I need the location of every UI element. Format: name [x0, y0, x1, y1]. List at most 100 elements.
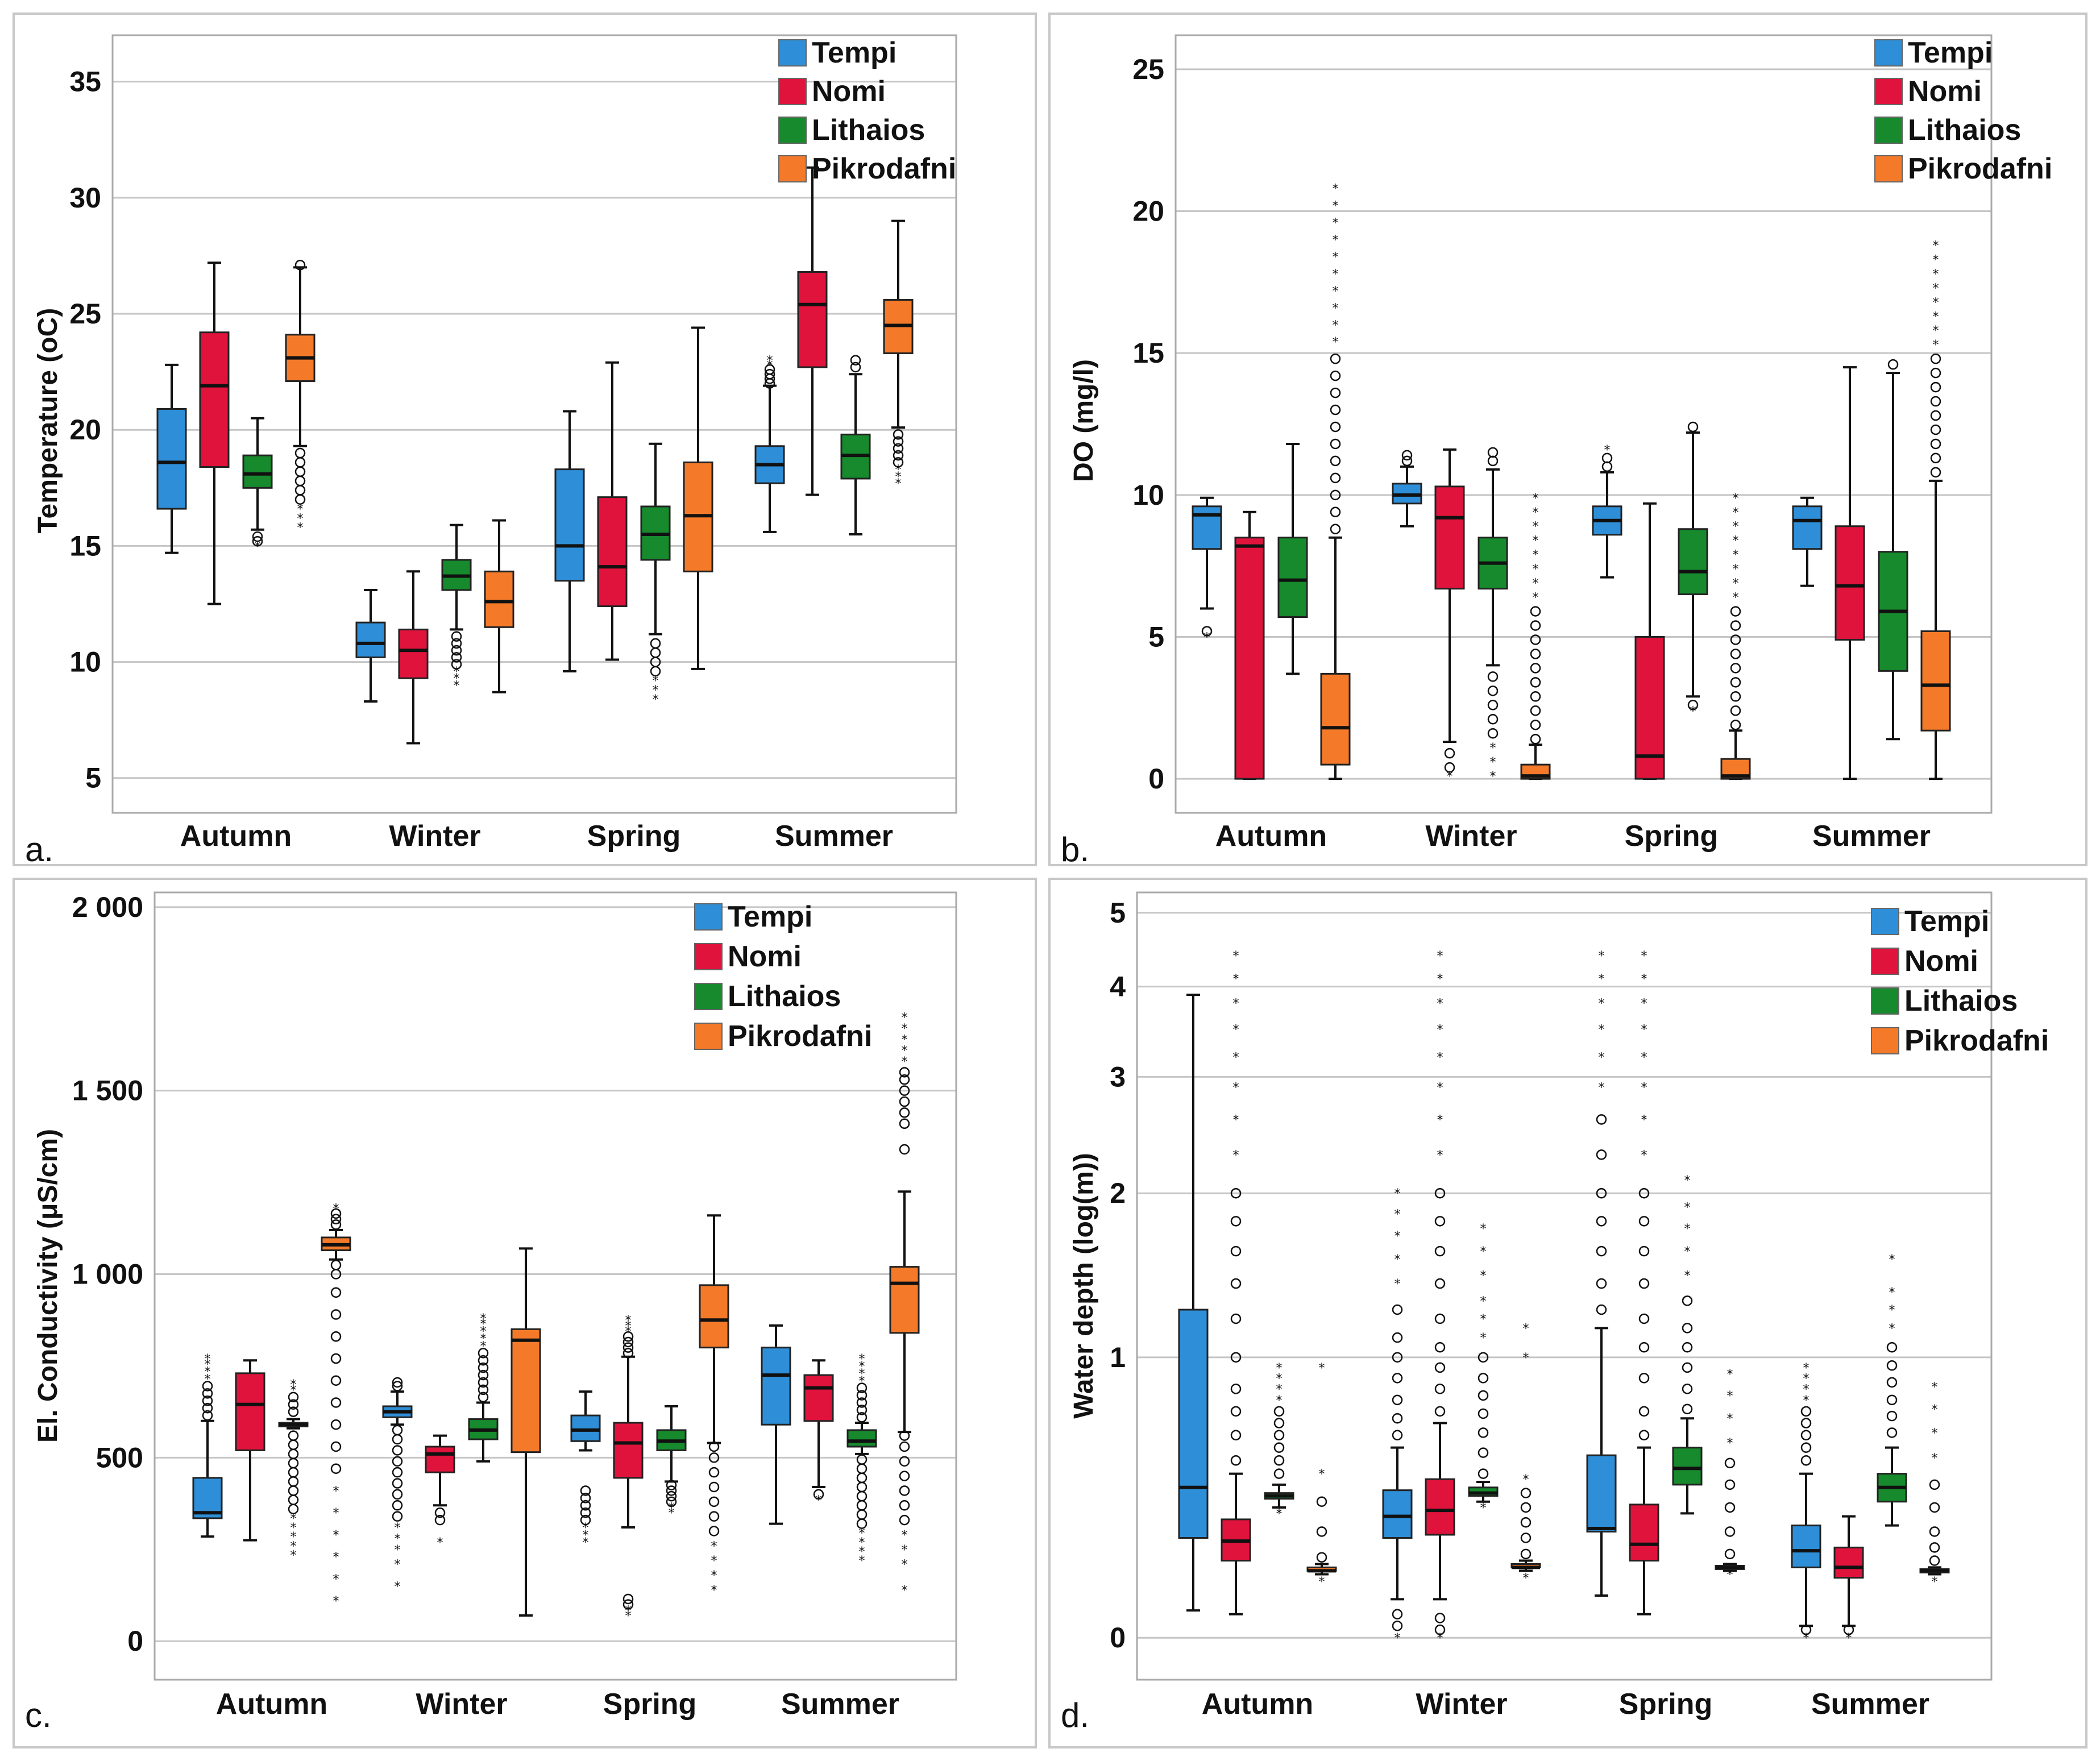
outlier-extreme: * [333, 1529, 339, 1543]
outlier-extreme: * [1599, 1081, 1605, 1095]
x-category-label: Spring [1625, 820, 1719, 853]
outlier-extreme: * [454, 665, 460, 679]
x-category-label: Spring [1619, 1688, 1713, 1721]
outlier-point [1434, 1278, 1446, 1289]
legend-swatch [778, 39, 807, 67]
outlier-point [1487, 447, 1499, 458]
x-category-label: Winter [389, 820, 480, 853]
outlier-extreme: * [1599, 1023, 1605, 1037]
panel-letter: b. [1061, 830, 1089, 869]
outlier-point [434, 1514, 446, 1526]
box-iqr [570, 1414, 601, 1442]
outlier-extreme: * [1533, 506, 1539, 520]
box-iqr [1629, 1504, 1659, 1562]
outlier-point [1478, 1373, 1489, 1384]
outlier-extreme: * [1319, 1575, 1325, 1589]
outlier-extreme: * [1490, 741, 1496, 755]
outlier-extreme: * [1641, 1051, 1647, 1065]
outlier-point [1434, 1613, 1446, 1623]
outlier-extreme: * [1319, 1468, 1325, 1482]
panel-frame [13, 13, 1037, 866]
outlier-extreme: * [902, 1011, 908, 1025]
panel-letter: c. [25, 1696, 52, 1734]
box-lithaios: ** [656, 1405, 687, 1521]
outlier-extreme: * [1933, 310, 1939, 324]
outlier-point [622, 1593, 634, 1605]
outlier-extreme: * [902, 1558, 908, 1572]
outlier-point [1487, 455, 1499, 467]
outlier-point [294, 447, 306, 459]
outlier-point [478, 1348, 489, 1359]
x-category-label: Summer [775, 820, 893, 853]
outlier-point [1434, 1187, 1446, 1199]
outlier-extreme: * [1437, 1631, 1443, 1646]
outlier-extreme: * [711, 1584, 717, 1598]
box-nomi: * [425, 1434, 455, 1550]
outlier-point [202, 1395, 213, 1406]
legend: Tempi Nomi Lithaios Pikrodafni [1871, 905, 2049, 1057]
outlier-point [434, 1507, 446, 1518]
x-category-label: Spring [587, 820, 681, 853]
y-axis-label: Water depth (log(m)) [1069, 1153, 1099, 1418]
outlier-point [899, 1144, 910, 1155]
outlier-extreme: * [1889, 1322, 1895, 1336]
outlier-extreme: * [902, 1529, 908, 1543]
outlier-point [1596, 1245, 1607, 1257]
outlier-point [1638, 1430, 1650, 1441]
outlier-point [1434, 1384, 1446, 1394]
box-pikrodafni [683, 326, 713, 670]
y-tick-label: 15 [1132, 337, 1164, 369]
outlier-point [1596, 1187, 1607, 1199]
outlier-point [330, 1214, 342, 1224]
outlier-point [478, 1355, 489, 1366]
outlier-extreme: * [1641, 997, 1647, 1011]
outlier-extreme: * [859, 1536, 865, 1550]
outlier-point [1230, 1187, 1242, 1199]
outlier-point [1638, 1373, 1650, 1384]
outlier-extreme: * [333, 1572, 339, 1586]
box-lithaios: ******* [278, 1378, 309, 1563]
legend-label: Nomi [728, 940, 802, 973]
outlier-extreme: * [1641, 1081, 1647, 1095]
outlier-extreme: * [1533, 563, 1539, 577]
box-iqr [1382, 1489, 1413, 1539]
box-lithaios: ******* [1468, 1222, 1499, 1515]
panel-letter: d. [1061, 1696, 1089, 1734]
outlier-point [1596, 1216, 1607, 1227]
outlier-point [1316, 1552, 1327, 1563]
outlier-point [451, 645, 462, 656]
outlier-point [1330, 506, 1341, 518]
box-iqr [484, 570, 514, 628]
legend: Tempi Nomi Lithaios Pikrodafni [778, 36, 956, 185]
x-category-label: Winter [416, 1688, 507, 1721]
outlier-point [294, 457, 306, 468]
outlier-extreme: * [1480, 1294, 1487, 1309]
outlier-point [1392, 1609, 1403, 1620]
outlier-extreme: * [653, 693, 659, 707]
outlier-extreme: * [297, 512, 304, 526]
outlier-extreme: * [480, 1318, 487, 1332]
legend-swatch [1871, 987, 1899, 1015]
outlier-extreme: * [1733, 549, 1739, 563]
panel-b: 0 5 10 15 20 25 DO (mg/l) Autumn Winter Spring Sum… [1048, 13, 2087, 869]
box-pikrodafni: **** [699, 1214, 729, 1598]
outlier-extreme: * [859, 1545, 865, 1559]
outlier-extreme: * [1733, 534, 1739, 549]
box-pikrodafni [484, 519, 514, 693]
legend-swatch [1874, 39, 1903, 67]
panel-d: 0 1 2 3 4 5 Water depth (log(m)) Autumn Winter Sp… [1048, 878, 2087, 1748]
outlier-point [294, 475, 306, 487]
panel-a: 5 10 15 20 25 30 35 Temperature (oC) Autumn Winte… [13, 13, 1037, 869]
outlier-point [1724, 1502, 1736, 1513]
box-iqr [355, 621, 386, 658]
outlier-point [1392, 1352, 1403, 1363]
outlier-extreme: * [1233, 1051, 1239, 1065]
outlier-point [294, 260, 306, 271]
outlier-extreme: * [1533, 492, 1539, 506]
y-tick-label: 0 [1148, 763, 1164, 795]
outlier-point [288, 1406, 299, 1417]
outlier-point [1520, 1488, 1532, 1498]
outlier-extreme: * [1437, 972, 1443, 986]
outlier-point [451, 638, 462, 649]
outlier-extreme: * [205, 1373, 211, 1387]
